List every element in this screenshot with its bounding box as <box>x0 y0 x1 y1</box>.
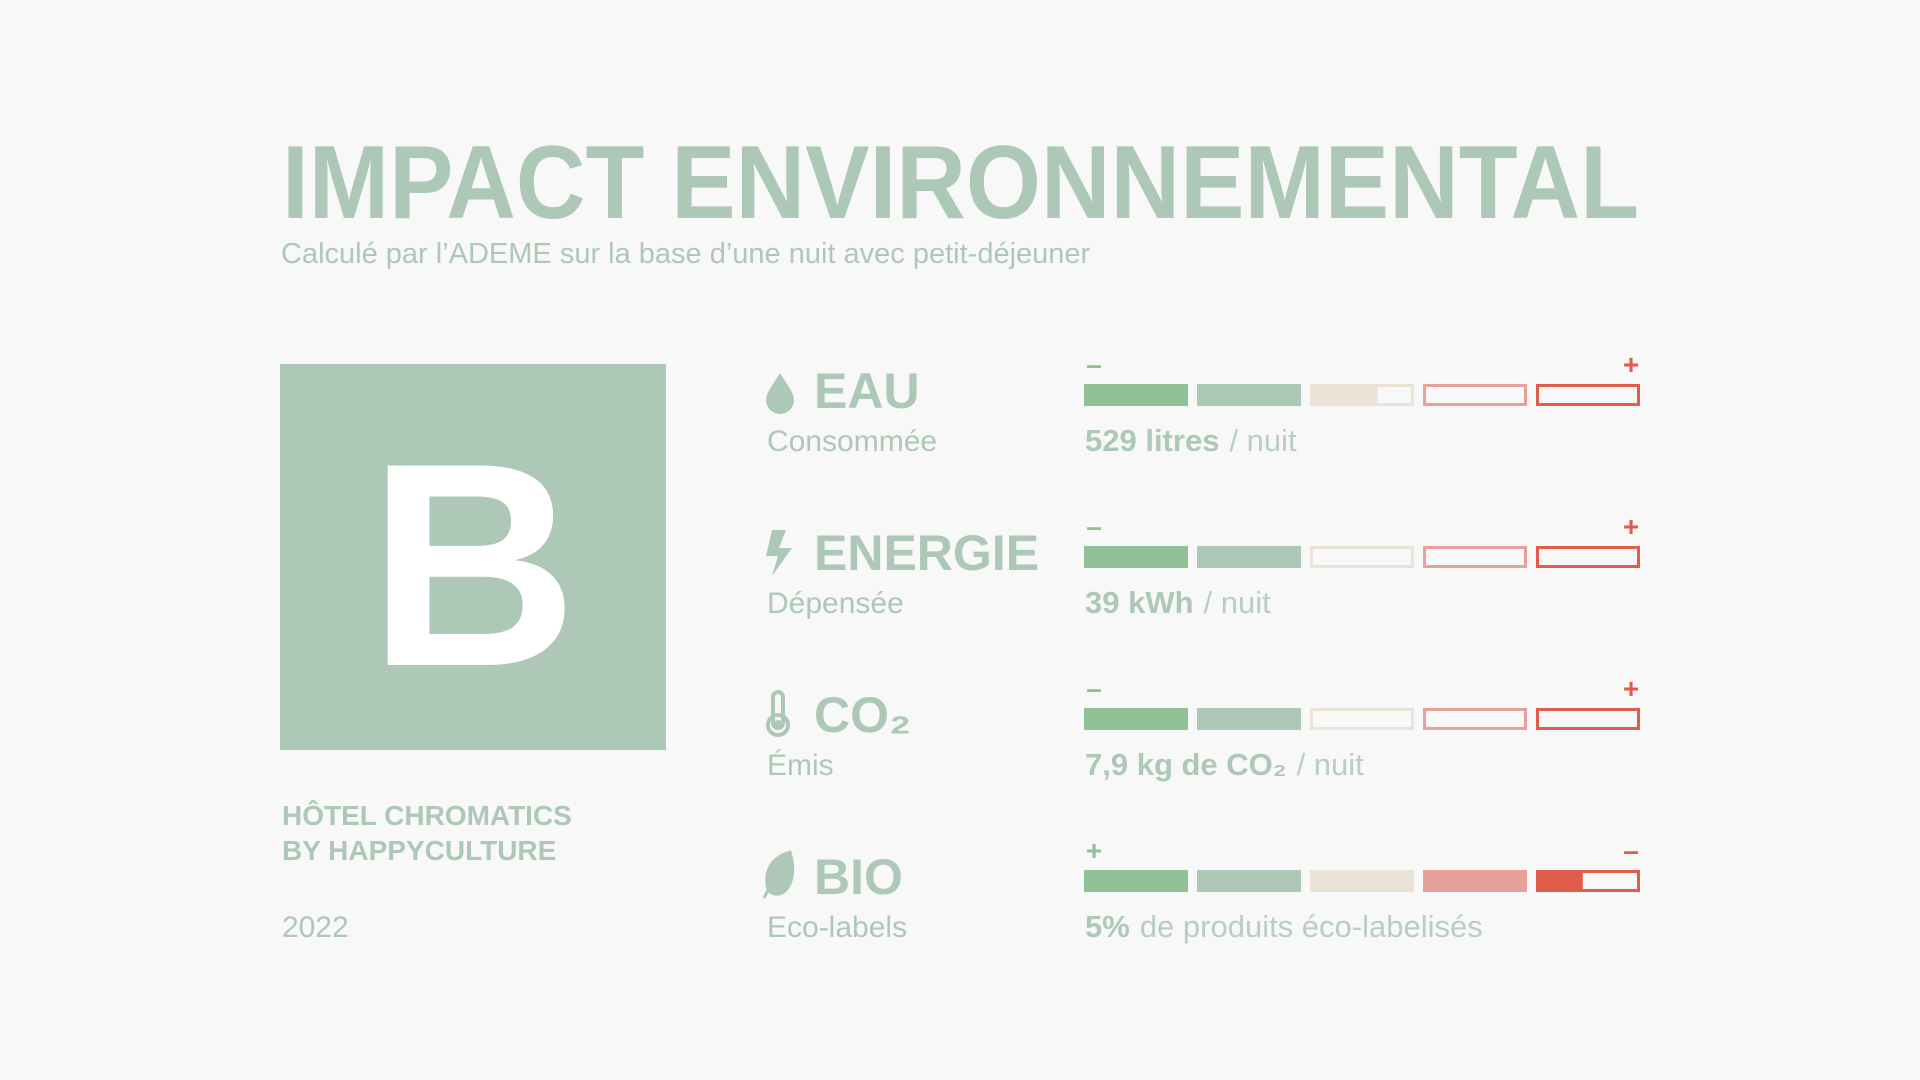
value-bold: 39 kWh <box>1085 585 1194 620</box>
scale-high: + <box>1623 349 1639 380</box>
indicator-qualifier: Dépensée <box>767 587 904 620</box>
scale-high: – <box>1623 835 1639 866</box>
gauge-fill <box>1084 870 1188 892</box>
gauge-fill <box>1310 384 1378 406</box>
gauge-fill <box>1310 870 1414 892</box>
gauge-fill <box>1084 384 1188 406</box>
year: 2022 <box>282 911 349 944</box>
scale-low: + <box>1086 835 1102 866</box>
indicator-value: 39 kWh / nuit <box>1085 585 1271 620</box>
gauge-fill <box>1197 546 1301 568</box>
subtitle: Calculé par l’ADEME sur la base d’une nu… <box>281 238 1091 270</box>
gauge-outline <box>1536 708 1640 730</box>
grade-box <box>280 364 666 750</box>
value-rest: de produits éco-labelisés <box>1140 909 1483 944</box>
scale-low: – <box>1086 511 1102 542</box>
value-bold: 7,9 kg de CO₂ <box>1085 747 1287 782</box>
hotel-name: HÔTEL CHROMATICS <box>282 799 572 831</box>
gauge-fill <box>1423 870 1527 892</box>
indicator-value: 7,9 kg de CO₂ / nuit <box>1085 747 1364 782</box>
indicator-value: 5% de produits éco-labelisés <box>1085 909 1483 944</box>
indicator-name: CO₂ <box>814 687 911 743</box>
hotel-name: BY HAPPYCULTURE <box>282 835 556 866</box>
water-icon <box>766 373 794 414</box>
gauge-outline <box>1423 384 1527 406</box>
indicator-name: EAU <box>814 363 920 419</box>
leaf-icon <box>762 850 795 899</box>
gauge-fill <box>1197 870 1301 892</box>
scale-high: + <box>1623 673 1639 704</box>
scale-low: – <box>1086 349 1102 380</box>
energy-icon <box>766 530 792 576</box>
scale-low: – <box>1086 673 1102 704</box>
value-bold: 529 litres <box>1085 423 1219 458</box>
value-bold: 5% <box>1085 909 1130 944</box>
gauge-outline <box>1310 546 1414 568</box>
gauge-outline <box>1536 546 1640 568</box>
value-rest: / nuit <box>1297 747 1365 782</box>
grade-letter: B <box>368 403 577 727</box>
gauge-outline <box>1423 708 1527 730</box>
indicator-qualifier: Consommée <box>767 425 937 458</box>
indicator-qualifier: Émis <box>767 749 834 782</box>
value-rest: / nuit <box>1229 423 1297 458</box>
gauge-outline <box>1310 708 1414 730</box>
thermometer-icon <box>766 690 790 737</box>
title: IMPACT ENVIRONNEMENTAL <box>282 125 1639 241</box>
scale-high: + <box>1623 511 1639 542</box>
gauge-fill <box>1536 870 1583 892</box>
indicator-value: 529 litres / nuit <box>1085 423 1297 458</box>
gauge-fill <box>1197 708 1301 730</box>
value-rest: / nuit <box>1204 585 1272 620</box>
indicator-qualifier: Eco-labels <box>767 911 907 944</box>
gauge-outline <box>1536 384 1640 406</box>
indicator-name: BIO <box>814 849 903 905</box>
gauge-outline <box>1423 546 1527 568</box>
indicator-name: ENERGIE <box>814 525 1039 581</box>
gauge-fill <box>1197 384 1301 406</box>
gauge-fill <box>1084 546 1188 568</box>
gauge-fill <box>1084 708 1188 730</box>
